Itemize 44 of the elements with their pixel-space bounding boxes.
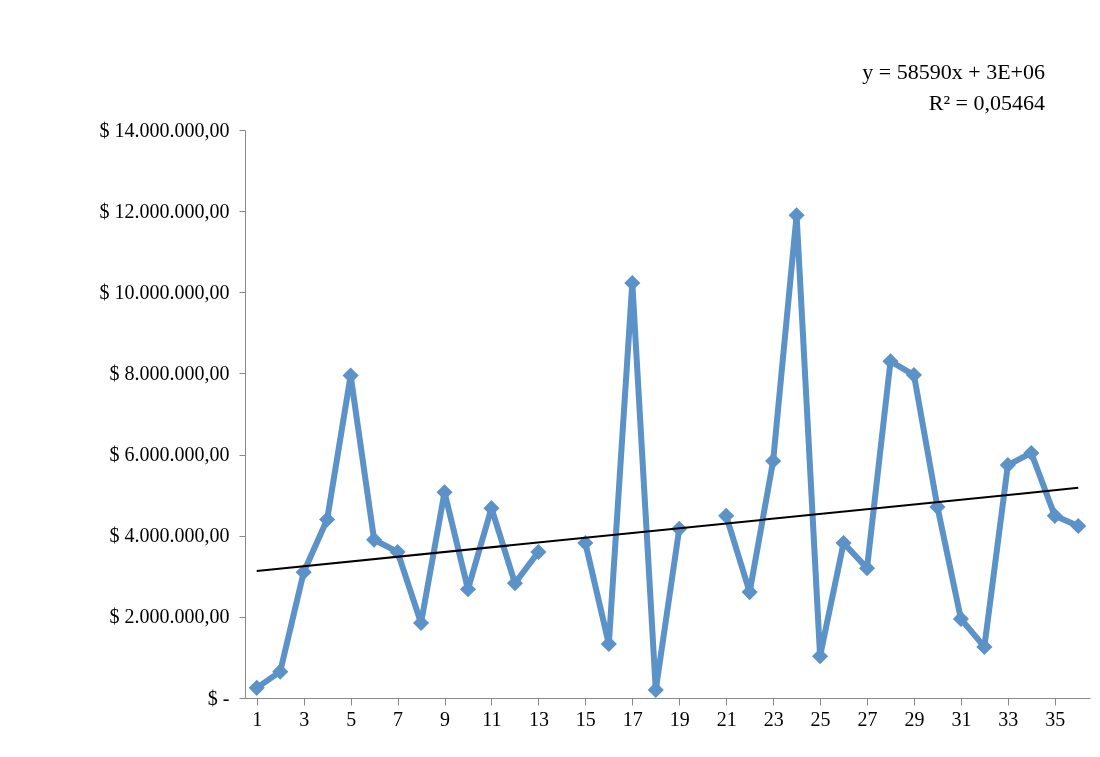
x-tick-label: 19 [669, 707, 690, 730]
x-tick-label: 15 [575, 707, 596, 730]
point [272, 663, 289, 680]
x-tick-label: 3 [299, 707, 310, 730]
point [1070, 517, 1087, 535]
point [248, 679, 265, 696]
point [295, 564, 312, 581]
x-tick-label: 21 [716, 707, 737, 730]
x-tick-label: 17 [622, 707, 643, 730]
y-tick-label: $ 10.000.000,00 [99, 280, 230, 303]
point [530, 543, 547, 560]
x-tick-label: 1 [252, 707, 263, 730]
y-tick-label: $ 12.000.000,00 [99, 199, 230, 222]
y-tick-label: $ 8.000.000,00 [109, 361, 230, 384]
point [366, 531, 383, 548]
point [1046, 507, 1063, 524]
point [905, 366, 923, 384]
point [835, 534, 852, 552]
x-tick-label: 5 [346, 707, 357, 730]
point [718, 507, 735, 524]
text: R² = 0,05464 [928, 90, 1045, 115]
x-tick-label: 11 [482, 707, 502, 730]
point [882, 353, 899, 370]
point [577, 534, 594, 552]
x-tick-label: 33 [998, 707, 1019, 730]
point [952, 610, 969, 627]
x-tick-label: 7 [393, 707, 404, 730]
x-tick-label: 27 [857, 707, 878, 730]
x-tick-label: 25 [810, 707, 831, 730]
y-tick-label: $ - [207, 686, 230, 709]
point [319, 511, 336, 528]
x-tick-label: 29 [904, 707, 925, 730]
y-tick-label: $ 6.000.000,00 [109, 443, 230, 466]
y-tick-label: $ 2.000.000,00 [109, 605, 230, 628]
x-tick-label: 35 [1045, 707, 1066, 730]
text: y = 58590x + 3E+06 [862, 59, 1045, 84]
x-tick-label: 9 [440, 707, 451, 730]
point [506, 575, 523, 592]
x-tick-label: 13 [528, 707, 549, 730]
y-tick-label: $ 4.000.000,00 [109, 524, 230, 547]
point [1023, 444, 1040, 462]
y-tick-label: $ 14.000.000,00 [99, 118, 230, 141]
x-tick-label: 31 [951, 707, 972, 730]
x-tick-label: 23 [763, 707, 784, 730]
